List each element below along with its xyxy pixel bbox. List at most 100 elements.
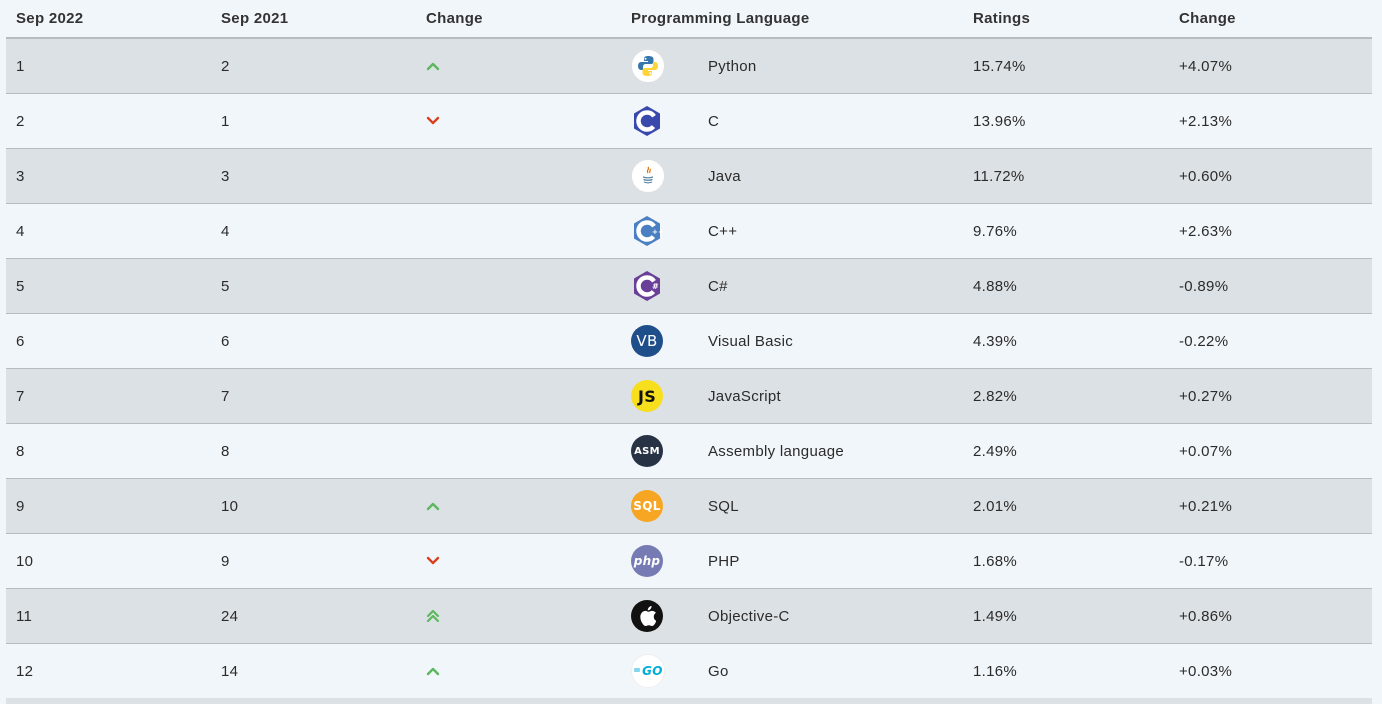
rating-value: 11.72%	[973, 167, 1025, 185]
javascript-logo-icon: JS	[631, 369, 663, 423]
rank-previous: 2	[221, 57, 230, 75]
rating-change: +0.27%	[1179, 387, 1233, 405]
language-name: C	[708, 112, 720, 130]
cpp-logo-icon: ++	[631, 204, 663, 258]
rank-current: 11	[16, 607, 33, 625]
php-logo-icon: php	[631, 534, 663, 588]
table-row: 10 9 php PHP 1.68% -0.17%	[6, 534, 1372, 589]
rating-change: +0.21%	[1179, 497, 1233, 515]
rating-change: -0.22%	[1179, 332, 1229, 350]
rank-previous: 4	[221, 222, 230, 240]
rank-current: 7	[16, 387, 25, 405]
rating-value: 2.01%	[973, 497, 1018, 515]
rating-value: 9.76%	[973, 222, 1018, 240]
header-ratings: Ratings	[973, 10, 1031, 27]
language-name: Java	[708, 167, 741, 185]
table-row: 8 8 ASM Assembly language 2.49% +0.07%	[6, 424, 1372, 479]
rating-value: 1.49%	[973, 607, 1018, 625]
language-name: Go	[708, 662, 729, 680]
arrow-down-icon	[426, 94, 440, 148]
java-logo-icon	[631, 149, 665, 203]
rating-change: +0.86%	[1179, 607, 1233, 625]
header-sep-2021: Sep 2021	[221, 10, 289, 27]
table-row: 7 7 JS JavaScript 2.82% +0.27%	[6, 369, 1372, 424]
table-header-row: Sep 2022 Sep 2021 Change Programming Lan…	[6, 0, 1372, 39]
language-name: Assembly language	[708, 442, 845, 460]
rank-current: 6	[16, 332, 25, 350]
rank-current: 9	[16, 497, 25, 515]
csharp-logo-icon: #	[631, 259, 663, 313]
header-sep-2022: Sep 2022	[16, 10, 84, 27]
language-name: C++	[708, 222, 738, 240]
rating-change: +2.13%	[1179, 112, 1233, 130]
rank-previous: 14	[221, 662, 239, 680]
python-logo-icon	[631, 39, 665, 93]
rating-value: 2.49%	[973, 442, 1018, 460]
rank-current: 12	[16, 662, 34, 680]
visual-basic-logo-icon: VB	[631, 314, 663, 368]
next-row-partial	[6, 698, 1372, 704]
rating-value: 1.16%	[973, 662, 1018, 680]
arrow-up-icon	[426, 39, 440, 93]
c-logo-icon	[631, 94, 663, 148]
rating-value: 13.96%	[973, 112, 1026, 130]
header-change: Change	[426, 10, 483, 27]
table-row: 5 5 # C# 4.88% -0.89%	[6, 259, 1372, 314]
double-arrow-up-icon	[426, 589, 440, 643]
rank-previous: 1	[221, 112, 230, 130]
tiobe-index-table: Sep 2022 Sep 2021 Change Programming Lan…	[6, 0, 1372, 699]
table-row: 9 10 SQL SQL 2.01% +0.21%	[6, 479, 1372, 534]
table-row: 12 14 = GO Go 1.16% +0.03%	[6, 644, 1372, 699]
rank-current: 2	[16, 112, 25, 130]
rank-previous: 6	[221, 332, 230, 350]
rank-current: 4	[16, 222, 25, 240]
assembly-logo-icon: ASM	[631, 424, 663, 478]
rating-value: 4.88%	[973, 277, 1018, 295]
language-name: Objective-C	[708, 607, 790, 625]
language-name: JavaScript	[708, 387, 782, 405]
rank-current: 5	[16, 277, 25, 295]
table-row: 2 1 C 13.96% +2.13%	[6, 94, 1372, 149]
table-row: 3 3 Java 11.72% +0.60%	[6, 149, 1372, 204]
header-change-pct: Change	[1179, 10, 1236, 27]
rating-change: +4.07%	[1179, 57, 1233, 75]
rating-value: 4.39%	[973, 332, 1018, 350]
svg-text:++: ++	[652, 228, 663, 236]
table-row: 4 4 ++ C++ 9.76% +2.63%	[6, 204, 1372, 259]
rating-change: +2.63%	[1179, 222, 1233, 240]
rank-previous: 8	[221, 442, 230, 460]
objective-c-logo-icon	[631, 589, 663, 643]
arrow-up-icon	[426, 644, 440, 698]
rating-change: +0.03%	[1179, 662, 1233, 680]
rating-change: +0.07%	[1179, 442, 1233, 460]
go-logo-icon: = GO	[631, 644, 665, 698]
rating-change: -0.17%	[1179, 552, 1229, 570]
table-body: 1 2 Python 15.74% +4.07% 2 1 C 13.96% +2…	[6, 39, 1372, 699]
arrow-up-icon	[426, 479, 440, 533]
table-row: 1 2 Python 15.74% +4.07%	[6, 39, 1372, 94]
language-name: SQL	[708, 497, 739, 515]
arrow-down-icon	[426, 534, 440, 588]
rank-previous: 10	[221, 497, 239, 515]
table-row: 6 6 VB Visual Basic 4.39% -0.22%	[6, 314, 1372, 369]
rating-change: -0.89%	[1179, 277, 1229, 295]
language-name: Visual Basic	[708, 332, 794, 350]
language-name: C#	[708, 277, 728, 295]
language-name: PHP	[708, 552, 740, 570]
rank-current: 10	[16, 552, 34, 570]
rank-previous: 24	[221, 607, 239, 625]
rating-change: +0.60%	[1179, 167, 1233, 185]
rank-previous: 7	[221, 387, 230, 405]
rating-value: 15.74%	[973, 57, 1026, 75]
rank-current: 8	[16, 442, 25, 460]
rank-current: 1	[16, 57, 25, 75]
language-name: Python	[708, 57, 757, 75]
rank-previous: 5	[221, 277, 230, 295]
rank-current: 3	[16, 167, 25, 185]
rank-previous: 3	[221, 167, 230, 185]
rank-previous: 9	[221, 552, 230, 570]
rating-value: 1.68%	[973, 552, 1018, 570]
table-row: 11 24 Objective-C 1.49% +0.86%	[6, 589, 1372, 644]
sql-logo-icon: SQL	[631, 479, 663, 533]
header-language: Programming Language	[631, 10, 810, 27]
